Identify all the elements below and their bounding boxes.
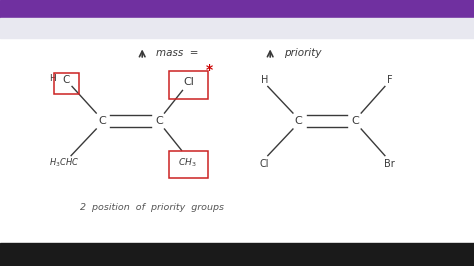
Text: Br: Br <box>384 159 395 169</box>
Text: priority: priority <box>284 48 322 58</box>
Bar <box>0 0 474 18</box>
Text: Cl: Cl <box>183 77 194 88</box>
Bar <box>17 38 472 243</box>
Text: C: C <box>155 116 163 126</box>
Text: Cl: Cl <box>260 159 269 169</box>
Text: C: C <box>295 116 302 126</box>
Text: F: F <box>387 75 392 85</box>
Text: $CH_3$: $CH_3$ <box>178 156 197 168</box>
Text: H: H <box>261 75 268 85</box>
Text: C: C <box>63 75 70 85</box>
Text: 2  position  of  priority  groups: 2 position of priority groups <box>80 203 224 212</box>
Text: C: C <box>352 116 359 126</box>
Text: C: C <box>98 116 106 126</box>
Bar <box>0 243 474 266</box>
Bar <box>0 18 474 38</box>
Text: $H_3CHC$: $H_3CHC$ <box>49 156 79 168</box>
Text: mass  =: mass = <box>156 48 199 58</box>
Text: *: * <box>206 64 213 77</box>
Text: H: H <box>49 74 56 83</box>
